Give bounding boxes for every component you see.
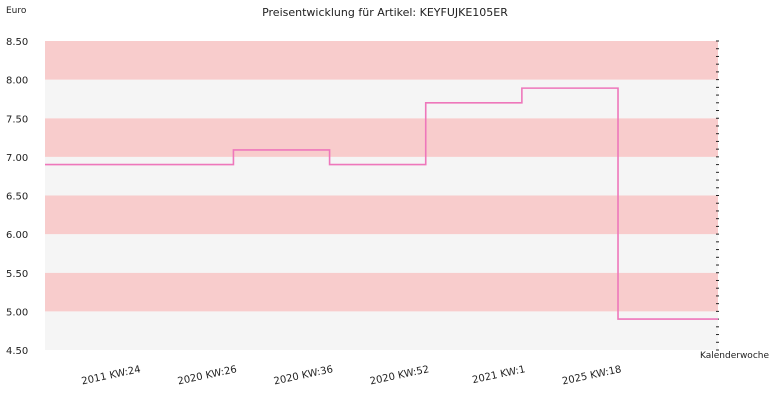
- y-tick-label: 6.00: [6, 230, 28, 241]
- grid-band: [45, 79, 718, 119]
- y-tick-label: 8.00: [6, 76, 28, 87]
- y-tick-label: 6.50: [6, 192, 28, 203]
- grid-band: [45, 311, 718, 350]
- grid-band: [45, 156, 718, 196]
- y-tick-label: 4.50: [6, 346, 28, 357]
- grid-band: [45, 118, 718, 157]
- y-tick-label: 5.50: [6, 269, 28, 280]
- grid-band: [45, 272, 718, 312]
- x-tick-label: 2020 KW:26: [177, 364, 238, 387]
- y-tick-label: 8.50: [6, 37, 28, 48]
- grid-band: [45, 41, 718, 80]
- y-axis-unit-label: Euro: [6, 6, 27, 16]
- x-tick-label: 2011 KW:24: [81, 364, 142, 387]
- grid-band: [45, 234, 718, 273]
- x-axis-unit-label: Kalenderwoche: [700, 351, 770, 361]
- x-tick-label: 2020 KW:52: [369, 364, 430, 387]
- x-tick-label: 2020 KW:36: [273, 364, 334, 387]
- series-line: [45, 87, 718, 320]
- x-tick-label: 2025 KW:18: [561, 364, 622, 387]
- y-tick-label: 5.00: [6, 307, 28, 318]
- x-tick-label: 2021 KW:1: [471, 364, 526, 386]
- y-tick-label: 7.50: [6, 114, 28, 125]
- chart-title: Preisentwicklung für Artikel: KEYFUJKE10…: [262, 6, 508, 19]
- grid-band: [45, 195, 718, 235]
- y-tick-label: 7.00: [6, 153, 28, 164]
